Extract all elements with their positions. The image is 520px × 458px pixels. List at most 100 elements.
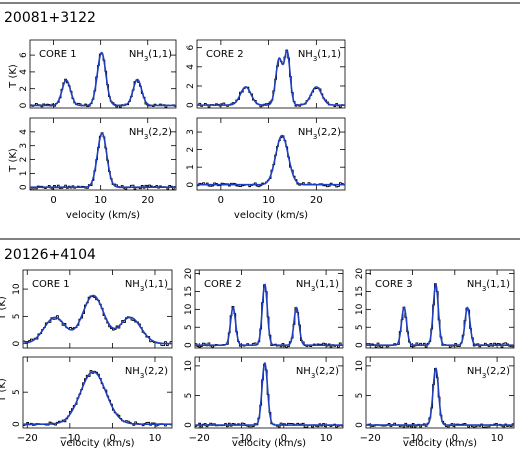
x-tick-label: 0 <box>281 433 287 444</box>
model-fit-curve <box>366 283 514 346</box>
y-axis-label: T (K) <box>0 296 8 321</box>
x-axis-label: velocity (km/s) <box>232 438 306 449</box>
transition-label: NH3(1,1) <box>298 49 341 63</box>
panel-frame <box>29 39 177 109</box>
y-tick-label: 4 <box>19 129 29 135</box>
spectrum-panel: 0 5 10 CORE 1 NH3(1,1) <box>12 269 173 349</box>
x-tick-label: 20 <box>141 195 154 206</box>
transition-label: NH3(1,1) <box>129 49 172 63</box>
spectrum-panel: 0 5 10 15 20 CORE 2 NH3(1,1) <box>184 268 344 349</box>
x-axis-label: velocity (km/s) <box>403 438 477 449</box>
model-fit-curve <box>366 367 514 426</box>
x-tick-label: 0 <box>109 433 115 444</box>
core-label: CORE 2 <box>204 279 242 290</box>
core-label: CORE 3 <box>375 279 413 290</box>
x-tick-label: 0 <box>218 195 224 206</box>
y-tick-label: 0 <box>19 184 29 190</box>
y-tick-label: 0 <box>355 422 365 428</box>
spectrum-panel: −20 −10 0 10 0 5 NH3(2,2) <box>12 356 173 444</box>
x-tick-label: 20 <box>310 195 323 206</box>
observed-spectrum <box>23 370 172 427</box>
panel-frame <box>22 269 173 349</box>
y-tick-label: 0 <box>12 421 22 427</box>
y-tick-label: 0 <box>12 341 22 347</box>
transition-label: NH3(2,2) <box>125 366 168 380</box>
x-axis-label: velocity (km/s) <box>66 210 140 221</box>
model-fit-curve <box>30 51 176 107</box>
y-tick-label: 0 <box>19 102 29 108</box>
y-tick-label: 2 <box>19 157 29 163</box>
spectrum-panel: 0 5 10 15 20 CORE 3 NH3(1,1) <box>355 268 515 349</box>
y-tick-label: 5 <box>184 393 194 399</box>
y-tick-label: 4 <box>186 64 196 70</box>
x-tick-label: −20 <box>189 433 210 444</box>
core-label: CORE 1 <box>32 279 70 290</box>
y-tick-label: 5 <box>12 313 22 319</box>
y-tick-label: 20 <box>355 268 365 280</box>
y-tick-label: 2 <box>19 86 29 92</box>
observed-spectrum <box>366 283 514 348</box>
spectrum-panel: 0 2 4 6 CORE 1 NH3(1,1) <box>19 39 177 109</box>
spectrum-panel: −20 −10 0 10 0 5 10 NH3(2,2) <box>355 356 515 444</box>
y-tick-label: 10 <box>355 303 365 315</box>
x-tick-label: 10 <box>491 433 504 444</box>
transition-label: NH3(2,2) <box>298 127 341 141</box>
x-tick-label: 0 <box>50 195 56 206</box>
spectrum-panel: 0 10 20 0 1 2 3 4 NH3(2,2) <box>19 117 177 206</box>
y-tick-label: 15 <box>355 286 365 297</box>
x-tick-label: 10 <box>149 433 162 444</box>
y-tick-label: 0 <box>186 182 196 188</box>
x-tick-label: 0 <box>452 433 458 444</box>
x-tick-label: 10 <box>320 433 333 444</box>
x-tick-label: −10 <box>402 433 423 444</box>
model-fit-curve <box>195 283 343 346</box>
y-tick-label: 0 <box>184 342 194 348</box>
y-tick-label: 10 <box>12 283 22 295</box>
transition-label: NH3(2,2) <box>467 366 510 380</box>
y-tick-label: 1 <box>19 171 29 177</box>
spectrum-panel: −20 −10 0 10 0 5 10 NH3(2,2) <box>184 356 344 444</box>
observed-spectrum <box>30 132 176 190</box>
transition-label: NH3(1,1) <box>296 279 339 293</box>
y-axis-label: T (K) <box>8 148 19 173</box>
y-tick-label: 2 <box>186 83 196 89</box>
y-tick-label: 5 <box>355 324 365 330</box>
panel-frame <box>196 117 346 191</box>
y-tick-label: 10 <box>184 303 194 315</box>
y-tick-label: 0 <box>186 102 196 108</box>
panel-frame <box>365 356 515 429</box>
y-tick-label: 6 <box>186 45 196 51</box>
transition-label: NH3(2,2) <box>129 127 172 141</box>
x-tick-label: −20 <box>17 433 38 444</box>
x-axis-label: velocity (km/s) <box>234 210 308 221</box>
x-tick-label: −10 <box>231 433 252 444</box>
core-label: CORE 1 <box>39 49 77 60</box>
y-tick-label: 5 <box>184 324 194 330</box>
y-tick-label: 3 <box>19 143 29 149</box>
spectrum-panel: 0 2 4 6 CORE 2 NH3(1,1) <box>186 39 346 109</box>
model-fit-curve <box>197 49 345 106</box>
spectrum-panel: 0 10 20 0 1 2 3 NH3(2,2) <box>186 117 346 206</box>
y-tick-label: 10 <box>355 360 365 372</box>
x-tick-label: −20 <box>360 433 381 444</box>
panel-frame <box>196 39 346 109</box>
y-tick-label: 5 <box>355 393 365 399</box>
y-tick-label: 2 <box>186 147 196 153</box>
observed-spectrum <box>195 284 343 348</box>
y-tick-label: 10 <box>184 360 194 372</box>
panel-frame <box>29 117 177 191</box>
source-title: 20081+3122 <box>4 10 96 26</box>
x-tick-label: 10 <box>262 195 275 206</box>
x-tick-label: −10 <box>59 433 80 444</box>
observed-spectrum <box>197 135 345 188</box>
y-tick-label: 5 <box>12 389 22 395</box>
x-axis-label: velocity (km/s) <box>60 438 134 449</box>
y-tick-label: 20 <box>184 268 194 280</box>
transition-label: NH3(1,1) <box>125 279 168 293</box>
core-label: CORE 2 <box>206 49 244 60</box>
y-tick-label: 15 <box>184 286 194 297</box>
y-tick-label: 0 <box>184 422 194 428</box>
y-axis-label: T (K) <box>0 378 8 403</box>
y-axis-label: T (K) <box>8 64 19 89</box>
